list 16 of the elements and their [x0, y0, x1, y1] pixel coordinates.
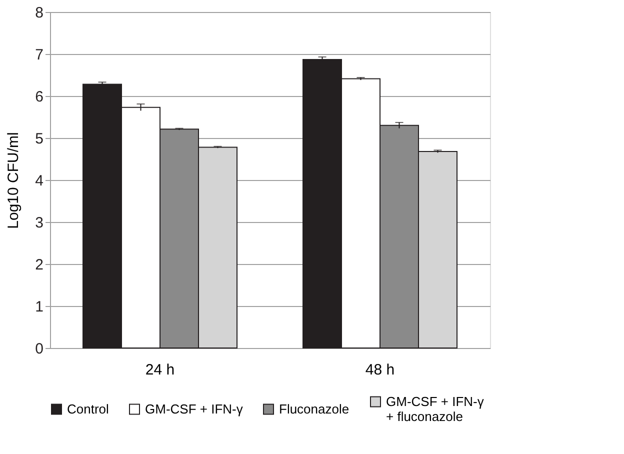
legend-label: GM-CSF + IFN-γ — [145, 401, 244, 416]
y-tick-label: 7 — [35, 46, 44, 64]
y-tick-label: 2 — [35, 256, 44, 274]
legend-label: Control — [67, 401, 110, 416]
y-tick-label: 0 — [35, 340, 44, 358]
x-tick-label: 24 h — [145, 362, 175, 378]
y-axis-title: Log10 CFU/ml — [5, 132, 22, 229]
y-tick-label: 8 — [35, 4, 44, 22]
legend-label: Fluconazole — [279, 401, 350, 416]
x-tick-label: 48 h — [365, 362, 395, 378]
legend-label: GM-CSF + IFN-γ + fluconazole — [386, 394, 484, 424]
y-tick-label: 6 — [35, 88, 44, 106]
y-tick-label: 1 — [35, 298, 44, 316]
y-tick-label: 4 — [35, 172, 44, 190]
y-tick-label: 5 — [35, 130, 44, 148]
y-tick-label: 3 — [35, 214, 44, 232]
